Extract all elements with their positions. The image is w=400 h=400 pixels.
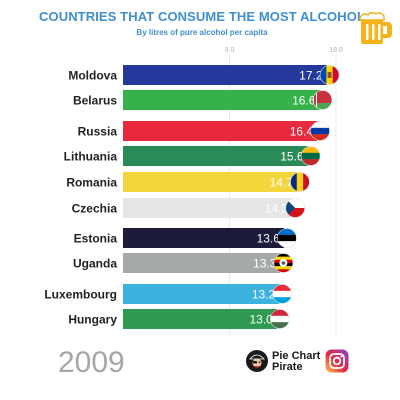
bar-row: Lithuania 15.6 — [64, 146, 321, 166]
value-label: 15.6 — [280, 150, 304, 164]
category-label: Moldova — [68, 69, 117, 83]
bar — [123, 284, 280, 304]
value-label: 13.0 — [249, 313, 273, 327]
category-label: Luxembourg — [44, 288, 117, 302]
uganda-flag-icon — [273, 253, 293, 273]
lithuania-flag-icon — [301, 146, 321, 166]
category-label: Russia — [78, 125, 118, 139]
bar-row: Belarus 16.6 — [73, 90, 333, 110]
chart-bars: Moldova 17.2 Belarus 16.6 Russia 16.4 Lithuani… — [44, 65, 340, 329]
year-label: 2009 — [58, 346, 125, 379]
romania-flag-icon — [290, 172, 310, 192]
beer-mug-icon — [359, 11, 392, 44]
value-label: 13.6 — [257, 232, 281, 246]
value-label: 16.6 — [292, 94, 316, 108]
estonia-flag-icon — [277, 228, 297, 248]
bar — [123, 121, 318, 141]
pirate-logo-icon — [246, 350, 268, 372]
value-label: 17.2 — [299, 69, 323, 83]
luxembourg-flag-icon — [272, 284, 292, 304]
bar-row: Czechia 14.3 — [72, 198, 306, 218]
category-label: Lithuania — [64, 150, 118, 164]
bar-row: Russia 16.4 — [78, 121, 330, 141]
bar — [123, 198, 293, 218]
chart-title: COUNTRIES THAT CONSUME THE MOST ALCOHOL — [39, 9, 365, 24]
instagram-icon[interactable] — [325, 349, 349, 373]
x-tick-label: 18.0 — [329, 47, 343, 54]
hungary-flag-icon — [270, 309, 290, 329]
category-label: Hungary — [68, 313, 117, 327]
brand[interactable]: Pie Chart Pirate — [246, 349, 358, 375]
bar — [123, 146, 308, 166]
category-label: Estonia — [74, 232, 118, 246]
bar-row: Estonia 13.6 — [74, 228, 297, 248]
brand-name: Pie Chart Pirate — [272, 350, 321, 373]
moldova-flag-icon — [320, 65, 340, 85]
bar-row: Moldova 17.2 — [68, 65, 340, 85]
value-label: 16.4 — [290, 125, 314, 139]
value-label: 13.3 — [253, 257, 277, 271]
value-label: 13.2 — [252, 288, 276, 302]
category-label: Romania — [66, 176, 117, 190]
bar — [123, 309, 277, 329]
russia-flag-icon — [310, 121, 330, 141]
bar — [123, 228, 284, 248]
bar — [123, 65, 327, 85]
bar-row: Hungary 13.0 — [68, 309, 290, 329]
value-label: 14.7 — [270, 176, 294, 190]
x-tick-label: 9.0 — [225, 47, 235, 54]
chart-subtitle: By litres of pure alcohol per capita — [136, 28, 268, 37]
category-label: Czechia — [72, 202, 118, 216]
bar-row: Luxembourg 13.2 — [44, 284, 293, 304]
czechia-flag-icon — [285, 198, 305, 218]
bar — [123, 90, 320, 110]
belarus-flag-icon — [312, 90, 332, 110]
bar-row: Romania 14.7 — [66, 172, 310, 192]
bar — [123, 172, 297, 192]
bar — [123, 253, 281, 273]
bar-row: Uganda 13.3 — [73, 253, 294, 273]
value-label: 14.3 — [265, 202, 289, 216]
category-label: Uganda — [73, 257, 117, 271]
category-label: Belarus — [73, 94, 117, 108]
